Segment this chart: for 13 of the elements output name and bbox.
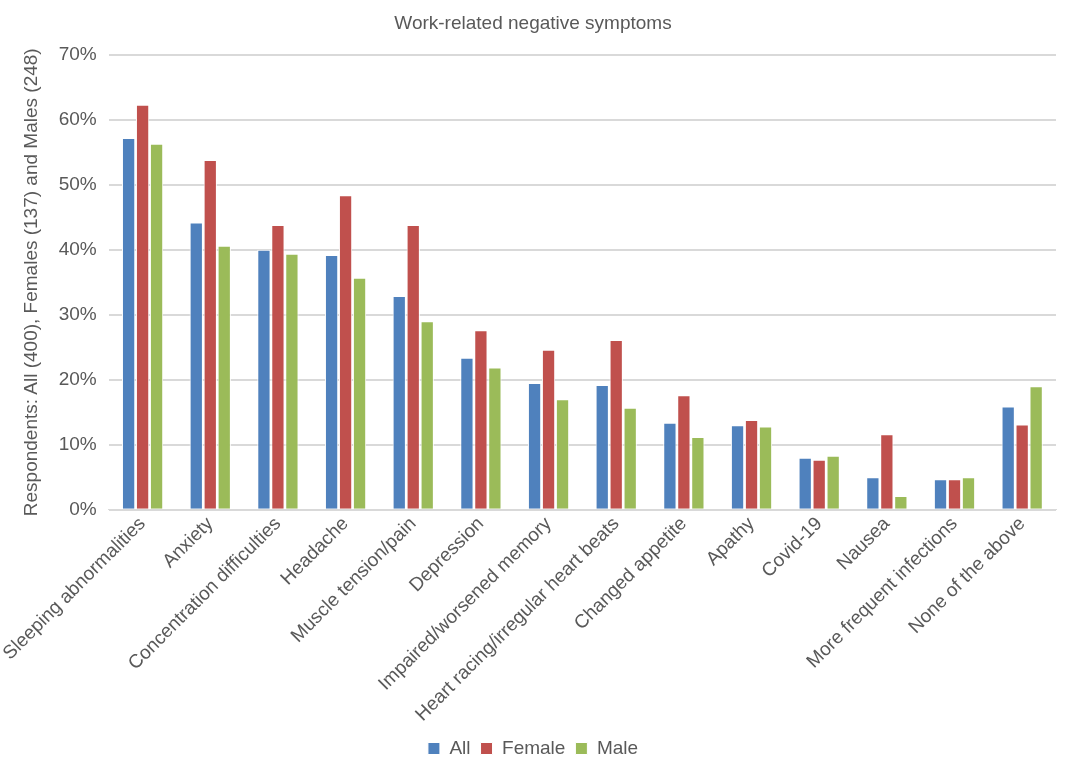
y-tick-label: 50% xyxy=(58,173,97,195)
y-tick-label: 0% xyxy=(69,497,97,519)
legend-label: Male xyxy=(596,736,639,758)
y-axis-title: Respondents: All (400), Females (137) and Males (248) xyxy=(19,48,41,517)
y-tick-label: 30% xyxy=(58,303,97,324)
chart-title: Work-related negative symptoms xyxy=(394,11,672,33)
y-tick-label: 70% xyxy=(58,43,97,65)
y-tick-label: 60% xyxy=(58,108,97,130)
y-tick-label: 20% xyxy=(58,367,97,389)
legend-label: All xyxy=(449,736,471,758)
y-tick-label: 40% xyxy=(58,238,97,260)
y-tick-label: 10% xyxy=(58,432,97,454)
legend-label: Female xyxy=(502,736,566,758)
